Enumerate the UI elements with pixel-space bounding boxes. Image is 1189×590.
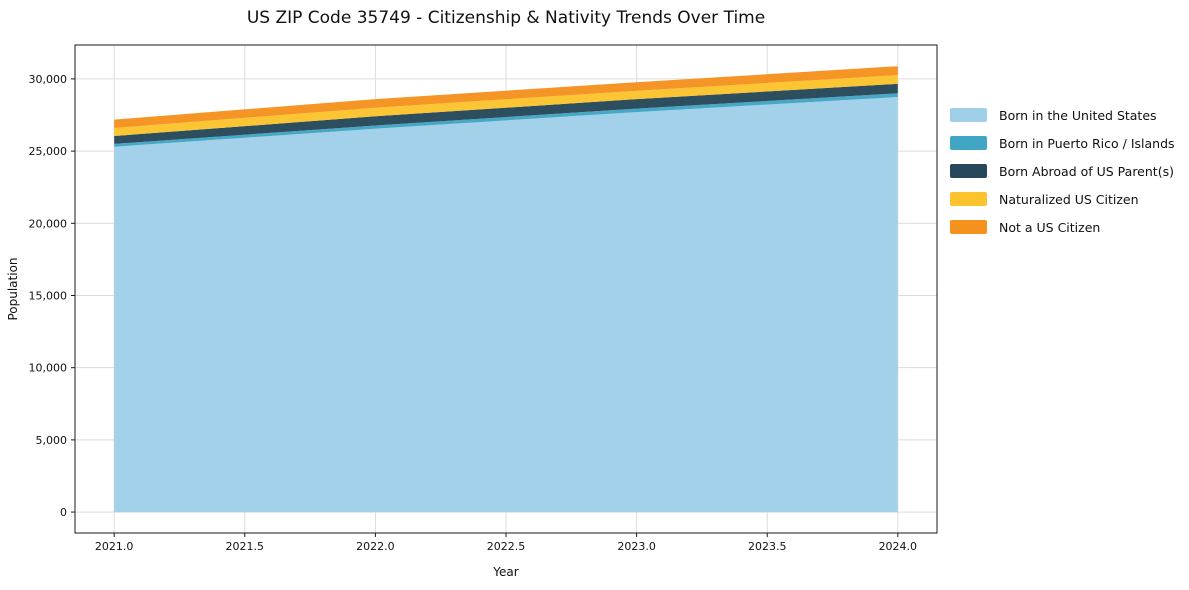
area-born-in-puerto-rico-islands: [114, 93, 898, 147]
x-tick-label: 2023.5: [748, 540, 787, 553]
legend-item-not-a-us-citizen: Not a US Citizen: [950, 213, 1175, 241]
y-tick-label: 10,000: [29, 362, 68, 375]
x-tick-label: 2022.0: [356, 540, 395, 553]
y-tick-label: 0: [60, 506, 67, 519]
y-tick-label: 5,000: [36, 434, 68, 447]
legend-swatch-born-in-the-united-states: [950, 108, 987, 122]
x-tick-label: 2023.0: [617, 540, 656, 553]
area-not-a-us-citizen: [114, 66, 898, 128]
legend-swatch-naturalized-us-citizen: [950, 192, 987, 206]
legend-swatch-born-in-puerto-rico-islands: [950, 136, 987, 150]
legend-label: Not a US Citizen: [999, 219, 1101, 235]
chart-title: US ZIP Code 35749 - Citizenship & Nativi…: [246, 8, 766, 28]
legend-label: Born in Puerto Rico / Islands: [999, 135, 1175, 151]
y-axis-label: Population: [6, 257, 20, 321]
x-tick-label: 2021.5: [226, 540, 265, 553]
x-tick-label: 2021.0: [95, 540, 134, 553]
x-tick-label: 2022.5: [487, 540, 526, 553]
legend: Born in the United States Born in Puerto …: [950, 101, 1175, 241]
area-born-in-the-united-states: [114, 97, 898, 513]
x-tick-label: 2024.0: [879, 540, 918, 553]
legend-item-born-in-the-united-states: Born in the United States: [950, 101, 1175, 129]
x-axis-label: Year: [493, 565, 519, 579]
legend-swatch-born-abroad-of-us-parent-s: [950, 164, 987, 178]
legend-label: Born in the United States: [999, 107, 1157, 123]
legend-label: Naturalized US Citizen: [999, 191, 1139, 207]
legend-item-naturalized-us-citizen: Naturalized US Citizen: [950, 185, 1175, 213]
y-tick-label: 20,000: [29, 217, 68, 230]
area-naturalized-us-citizen: [114, 75, 898, 136]
y-tick-label: 25,000: [29, 145, 68, 158]
legend-item-born-abroad-of-us-parent-s: Born Abroad of US Parent(s): [950, 157, 1175, 185]
y-tick-label: 15,000: [29, 289, 68, 302]
legend-item-born-in-puerto-rico-islands: Born in Puerto Rico / Islands: [950, 129, 1175, 157]
legend-swatch-not-a-us-citizen: [950, 220, 987, 234]
area-born-abroad-of-us-parent-s: [114, 83, 898, 144]
legend-label: Born Abroad of US Parent(s): [999, 163, 1174, 179]
y-tick-label: 30,000: [29, 73, 68, 86]
